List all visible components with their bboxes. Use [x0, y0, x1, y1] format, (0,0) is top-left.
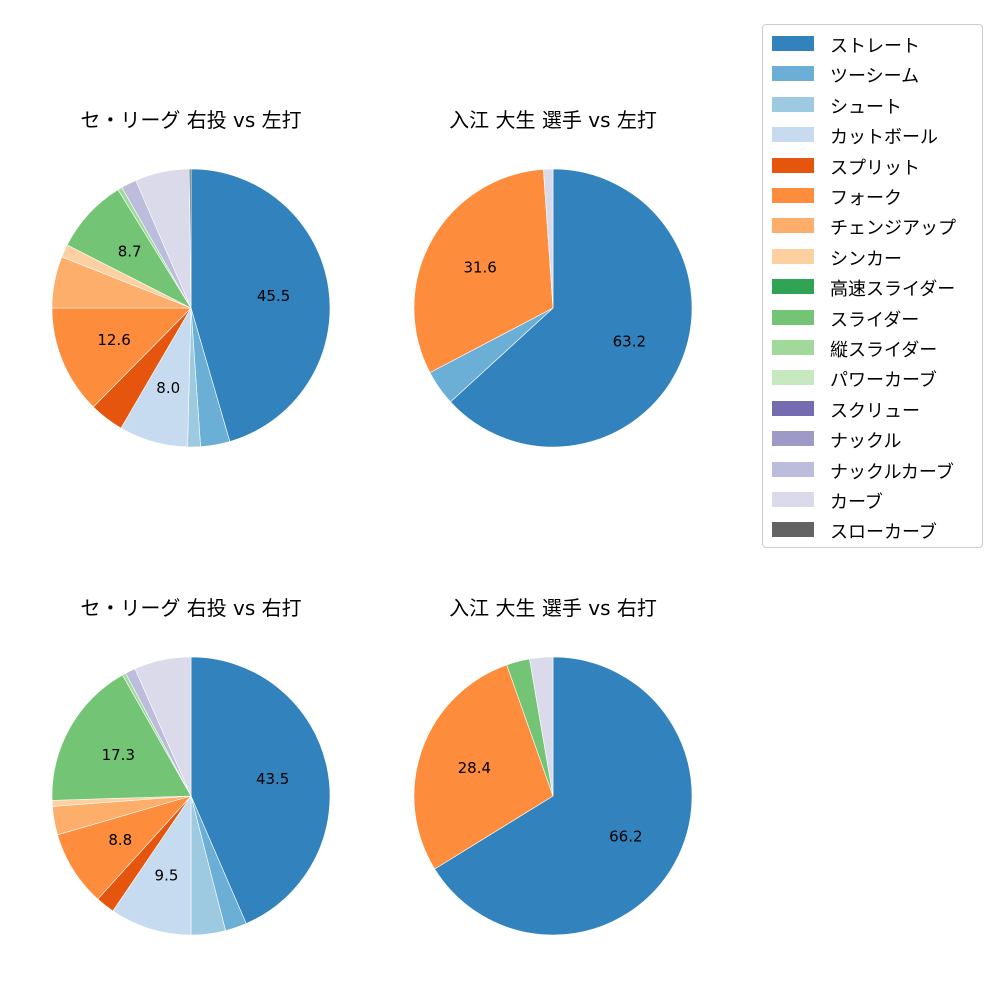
pie-slice [112, 795, 192, 936]
legend-item: 縦スライダー [763, 333, 982, 363]
legend-label: スライダー [830, 309, 920, 331]
pie-slice [450, 168, 693, 448]
pie-slice [51, 307, 192, 408]
legend-swatch [772, 370, 814, 386]
slice-percentage-label: 8.8 [108, 831, 132, 849]
legend-label: カットボール [830, 127, 938, 149]
legend-swatch [772, 188, 814, 203]
legend-label: パワーカーブ [830, 370, 937, 392]
pie-slice [413, 169, 554, 374]
pie-slice [529, 656, 554, 797]
legend-label: スプリット [830, 157, 920, 179]
legend-swatch [772, 157, 814, 173]
legend-label: 縦スライダー [830, 340, 938, 361]
pie-slice [190, 168, 331, 442]
legend-item: 高速スライダー [763, 272, 982, 302]
slice-percentage-label: 66.2 [609, 828, 642, 846]
legend-swatch [772, 218, 814, 234]
pie-slice [413, 664, 554, 870]
slice-percentage-label: 31.6 [463, 258, 496, 276]
legend: ストレートツーシームシュートカットボール スプリットフォークチェンジアップ シンカー… [762, 24, 983, 548]
pie-slice [190, 656, 331, 924]
legend-label: ナックルカーブ [830, 461, 954, 483]
pie-slice [188, 168, 192, 309]
legend-item: ナックルカーブ [763, 455, 982, 485]
legend-item: シンカー [763, 242, 982, 272]
legend-label: ツーシーム [830, 66, 920, 88]
chart-title-4: 入江 大生 選手 vs 右打 [449, 596, 657, 620]
slice-percentage-label: 8.7 [118, 242, 142, 260]
legend-swatch [772, 522, 814, 538]
legend-label: フォーク [830, 188, 902, 209]
slice-percentage-label: 17.3 [102, 746, 135, 764]
slice-percentage-label: 45.5 [257, 287, 290, 305]
legend-swatch [772, 36, 814, 51]
legend-item: スクリュー [763, 394, 982, 424]
legend-label: 高速スライダー [830, 279, 956, 301]
legend-item: フォーク [763, 181, 982, 211]
chart-title-1: セ・リーグ 右投 vs 左打 [80, 108, 302, 132]
slice-percentage-label: 12.6 [97, 331, 130, 349]
legend-swatch [772, 492, 814, 507]
legend-label: スローカーブ [830, 522, 937, 544]
slice-percentage-label: 8.0 [156, 379, 180, 397]
legend-item: ツーシーム [763, 59, 982, 89]
legend-label: シュート [830, 96, 902, 118]
slice-percentage-label: 63.2 [613, 333, 646, 351]
pie-chart-3: 43.5 9.5 8.8 17.3 [51, 656, 331, 936]
legend-label: チェンジアップ [830, 218, 956, 240]
pie-slice [51, 674, 192, 801]
chart-title-2: 入江 大生 選手 vs 左打 [449, 108, 657, 132]
legend-swatch [772, 66, 814, 82]
pie-slice [434, 656, 693, 936]
pie-chart-2: 63.2 31.6 [413, 168, 693, 448]
legend-label: ナックル [830, 431, 902, 453]
legend-item: チェンジアップ [763, 211, 982, 241]
legend-item: カットボール [763, 120, 982, 150]
slice-percentage-label: 28.4 [458, 759, 491, 777]
legend-swatch [772, 340, 814, 355]
legend-swatch [772, 248, 814, 264]
legend-label: シンカー [830, 248, 902, 270]
pie-slice [543, 168, 554, 309]
legend-label: スクリュー [830, 400, 920, 422]
slice-percentage-label: 9.5 [155, 867, 179, 885]
legend-item: シュート [763, 90, 982, 120]
legend-swatch [772, 309, 814, 325]
legend-swatch [772, 279, 814, 295]
pie-slice [134, 656, 192, 797]
chart-title-3: セ・リーグ 右投 vs 右打 [80, 596, 302, 620]
pie-chart-1: 45.5 8.0 12.6 8.7 [51, 168, 331, 448]
legend-item: スローカーブ [763, 515, 982, 545]
legend-item: ナックル [763, 424, 982, 454]
legend-item: ストレート [763, 29, 982, 59]
legend-label: ストレート [830, 36, 920, 57]
pie-chart-4: 66.2 28.4 [413, 656, 693, 936]
legend-swatch [772, 96, 814, 112]
legend-item: カーブ [763, 485, 982, 515]
legend-label: カーブ [830, 492, 883, 513]
legend-swatch [772, 400, 814, 416]
legend-item: スライダー [763, 303, 982, 333]
legend-item: パワーカーブ [763, 363, 982, 393]
legend-swatch [772, 461, 814, 477]
legend-item: スプリット [763, 151, 982, 181]
legend-swatch [772, 127, 814, 143]
legend-swatch [772, 431, 814, 447]
slice-percentage-label: 43.5 [256, 770, 289, 788]
